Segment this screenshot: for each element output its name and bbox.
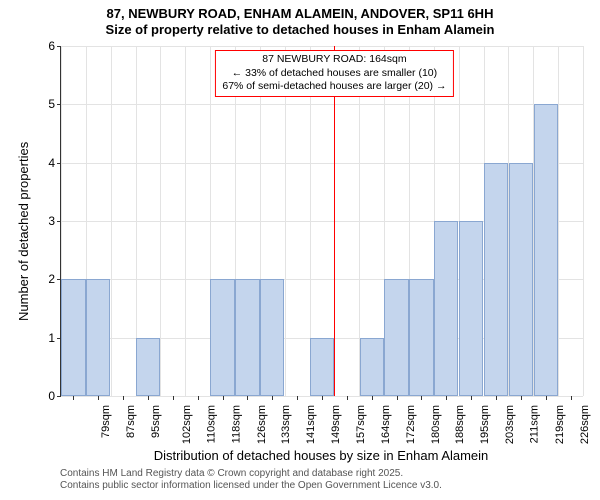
x-tick-label: 219sqm: [554, 405, 566, 444]
y-axis-label: Number of detached properties: [16, 142, 31, 321]
x-tick-label: 188sqm: [455, 405, 467, 444]
x-tick-label: 118sqm: [230, 405, 242, 443]
annotation-line: ← 33% of detached houses are smaller (10…: [222, 67, 446, 81]
histogram-bar: [434, 221, 458, 396]
histogram-bar: [459, 221, 483, 396]
x-tick-mark: [496, 396, 497, 400]
y-tick-label: 1: [48, 331, 55, 345]
annotation-line: 67% of semi-detached houses are larger (…: [222, 80, 446, 94]
x-tick-mark: [347, 396, 348, 400]
footer-line2: Contains public sector information licen…: [60, 480, 442, 492]
x-tick-label: 164sqm: [380, 405, 392, 444]
x-tick-mark: [471, 396, 472, 400]
histogram-bar: [310, 338, 334, 396]
x-tick-mark: [123, 396, 124, 400]
annotation-box: 87 NEWBURY ROAD: 164sqm← 33% of detached…: [215, 50, 453, 97]
footer-line1: Contains HM Land Registry data © Crown c…: [60, 468, 442, 480]
grid-line-v: [285, 46, 286, 396]
x-tick-label: 126sqm: [256, 405, 268, 444]
grid-line-h: [61, 104, 583, 105]
x-tick-mark: [73, 396, 74, 400]
x-tick-mark: [247, 396, 248, 400]
x-tick-mark: [322, 396, 323, 400]
x-tick-mark: [297, 396, 298, 400]
y-tick-mark: [57, 396, 61, 397]
histogram-bar: [136, 338, 160, 396]
y-tick-label: 4: [48, 156, 55, 170]
x-tick-mark: [98, 396, 99, 400]
y-tick-label: 2: [48, 272, 55, 286]
x-tick-mark: [421, 396, 422, 400]
y-tick-label: 5: [48, 97, 55, 111]
grid-line-v: [185, 46, 186, 396]
chart-container: 87, NEWBURY ROAD, ENHAM ALAMEIN, ANDOVER…: [0, 0, 600, 500]
x-tick-mark: [173, 396, 174, 400]
x-tick-label: 141sqm: [305, 405, 317, 444]
x-tick-label: 157sqm: [355, 405, 367, 444]
grid-line-v: [160, 46, 161, 396]
histogram-bar: [61, 279, 85, 396]
x-tick-label: 149sqm: [330, 405, 342, 444]
x-tick-mark: [546, 396, 547, 400]
histogram-bar: [235, 279, 259, 396]
histogram-bar: [210, 279, 234, 396]
grid-line-h: [61, 46, 583, 47]
y-tick-label: 6: [48, 39, 55, 53]
histogram-bar: [384, 279, 408, 396]
x-tick-mark: [446, 396, 447, 400]
title-line2: Size of property relative to detached ho…: [0, 22, 600, 38]
chart-title: 87, NEWBURY ROAD, ENHAM ALAMEIN, ANDOVER…: [0, 0, 600, 37]
marker-line: [334, 46, 335, 396]
x-tick-label: 195sqm: [479, 405, 491, 444]
x-tick-mark: [397, 396, 398, 400]
x-tick-label: 180sqm: [430, 405, 442, 444]
histogram-bar: [484, 163, 508, 396]
x-tick-mark: [148, 396, 149, 400]
x-tick-label: 102sqm: [181, 405, 193, 444]
plot-area: 012345679sqm87sqm95sqm102sqm110sqm118sqm…: [60, 46, 583, 397]
y-tick-label: 3: [48, 214, 55, 228]
x-tick-mark: [372, 396, 373, 400]
x-tick-label: 172sqm: [405, 405, 417, 444]
histogram-bar: [260, 279, 284, 396]
histogram-bar: [86, 279, 110, 396]
x-tick-label: 211sqm: [528, 405, 540, 443]
x-tick-mark: [198, 396, 199, 400]
grid-line-v: [583, 46, 584, 396]
grid-line-v: [558, 46, 559, 396]
x-tick-label: 95sqm: [150, 405, 162, 438]
x-tick-label: 110sqm: [205, 405, 217, 443]
x-tick-label: 226sqm: [579, 405, 591, 444]
x-tick-label: 203sqm: [504, 405, 516, 444]
histogram-bar: [360, 338, 384, 396]
grid-line-v: [111, 46, 112, 396]
footer-note: Contains HM Land Registry data © Crown c…: [60, 468, 442, 492]
histogram-bar: [534, 104, 558, 396]
x-tick-label: 87sqm: [125, 405, 137, 438]
x-axis-label: Distribution of detached houses by size …: [154, 448, 489, 463]
histogram-bar: [509, 163, 533, 396]
title-line1: 87, NEWBURY ROAD, ENHAM ALAMEIN, ANDOVER…: [0, 6, 600, 22]
y-tick-label: 0: [48, 389, 55, 403]
x-tick-mark: [571, 396, 572, 400]
annotation-line: 87 NEWBURY ROAD: 164sqm: [222, 53, 446, 67]
x-tick-mark: [521, 396, 522, 400]
histogram-bar: [409, 279, 433, 396]
x-tick-label: 79sqm: [100, 405, 112, 438]
x-tick-label: 133sqm: [281, 405, 293, 444]
x-tick-mark: [223, 396, 224, 400]
x-tick-mark: [272, 396, 273, 400]
